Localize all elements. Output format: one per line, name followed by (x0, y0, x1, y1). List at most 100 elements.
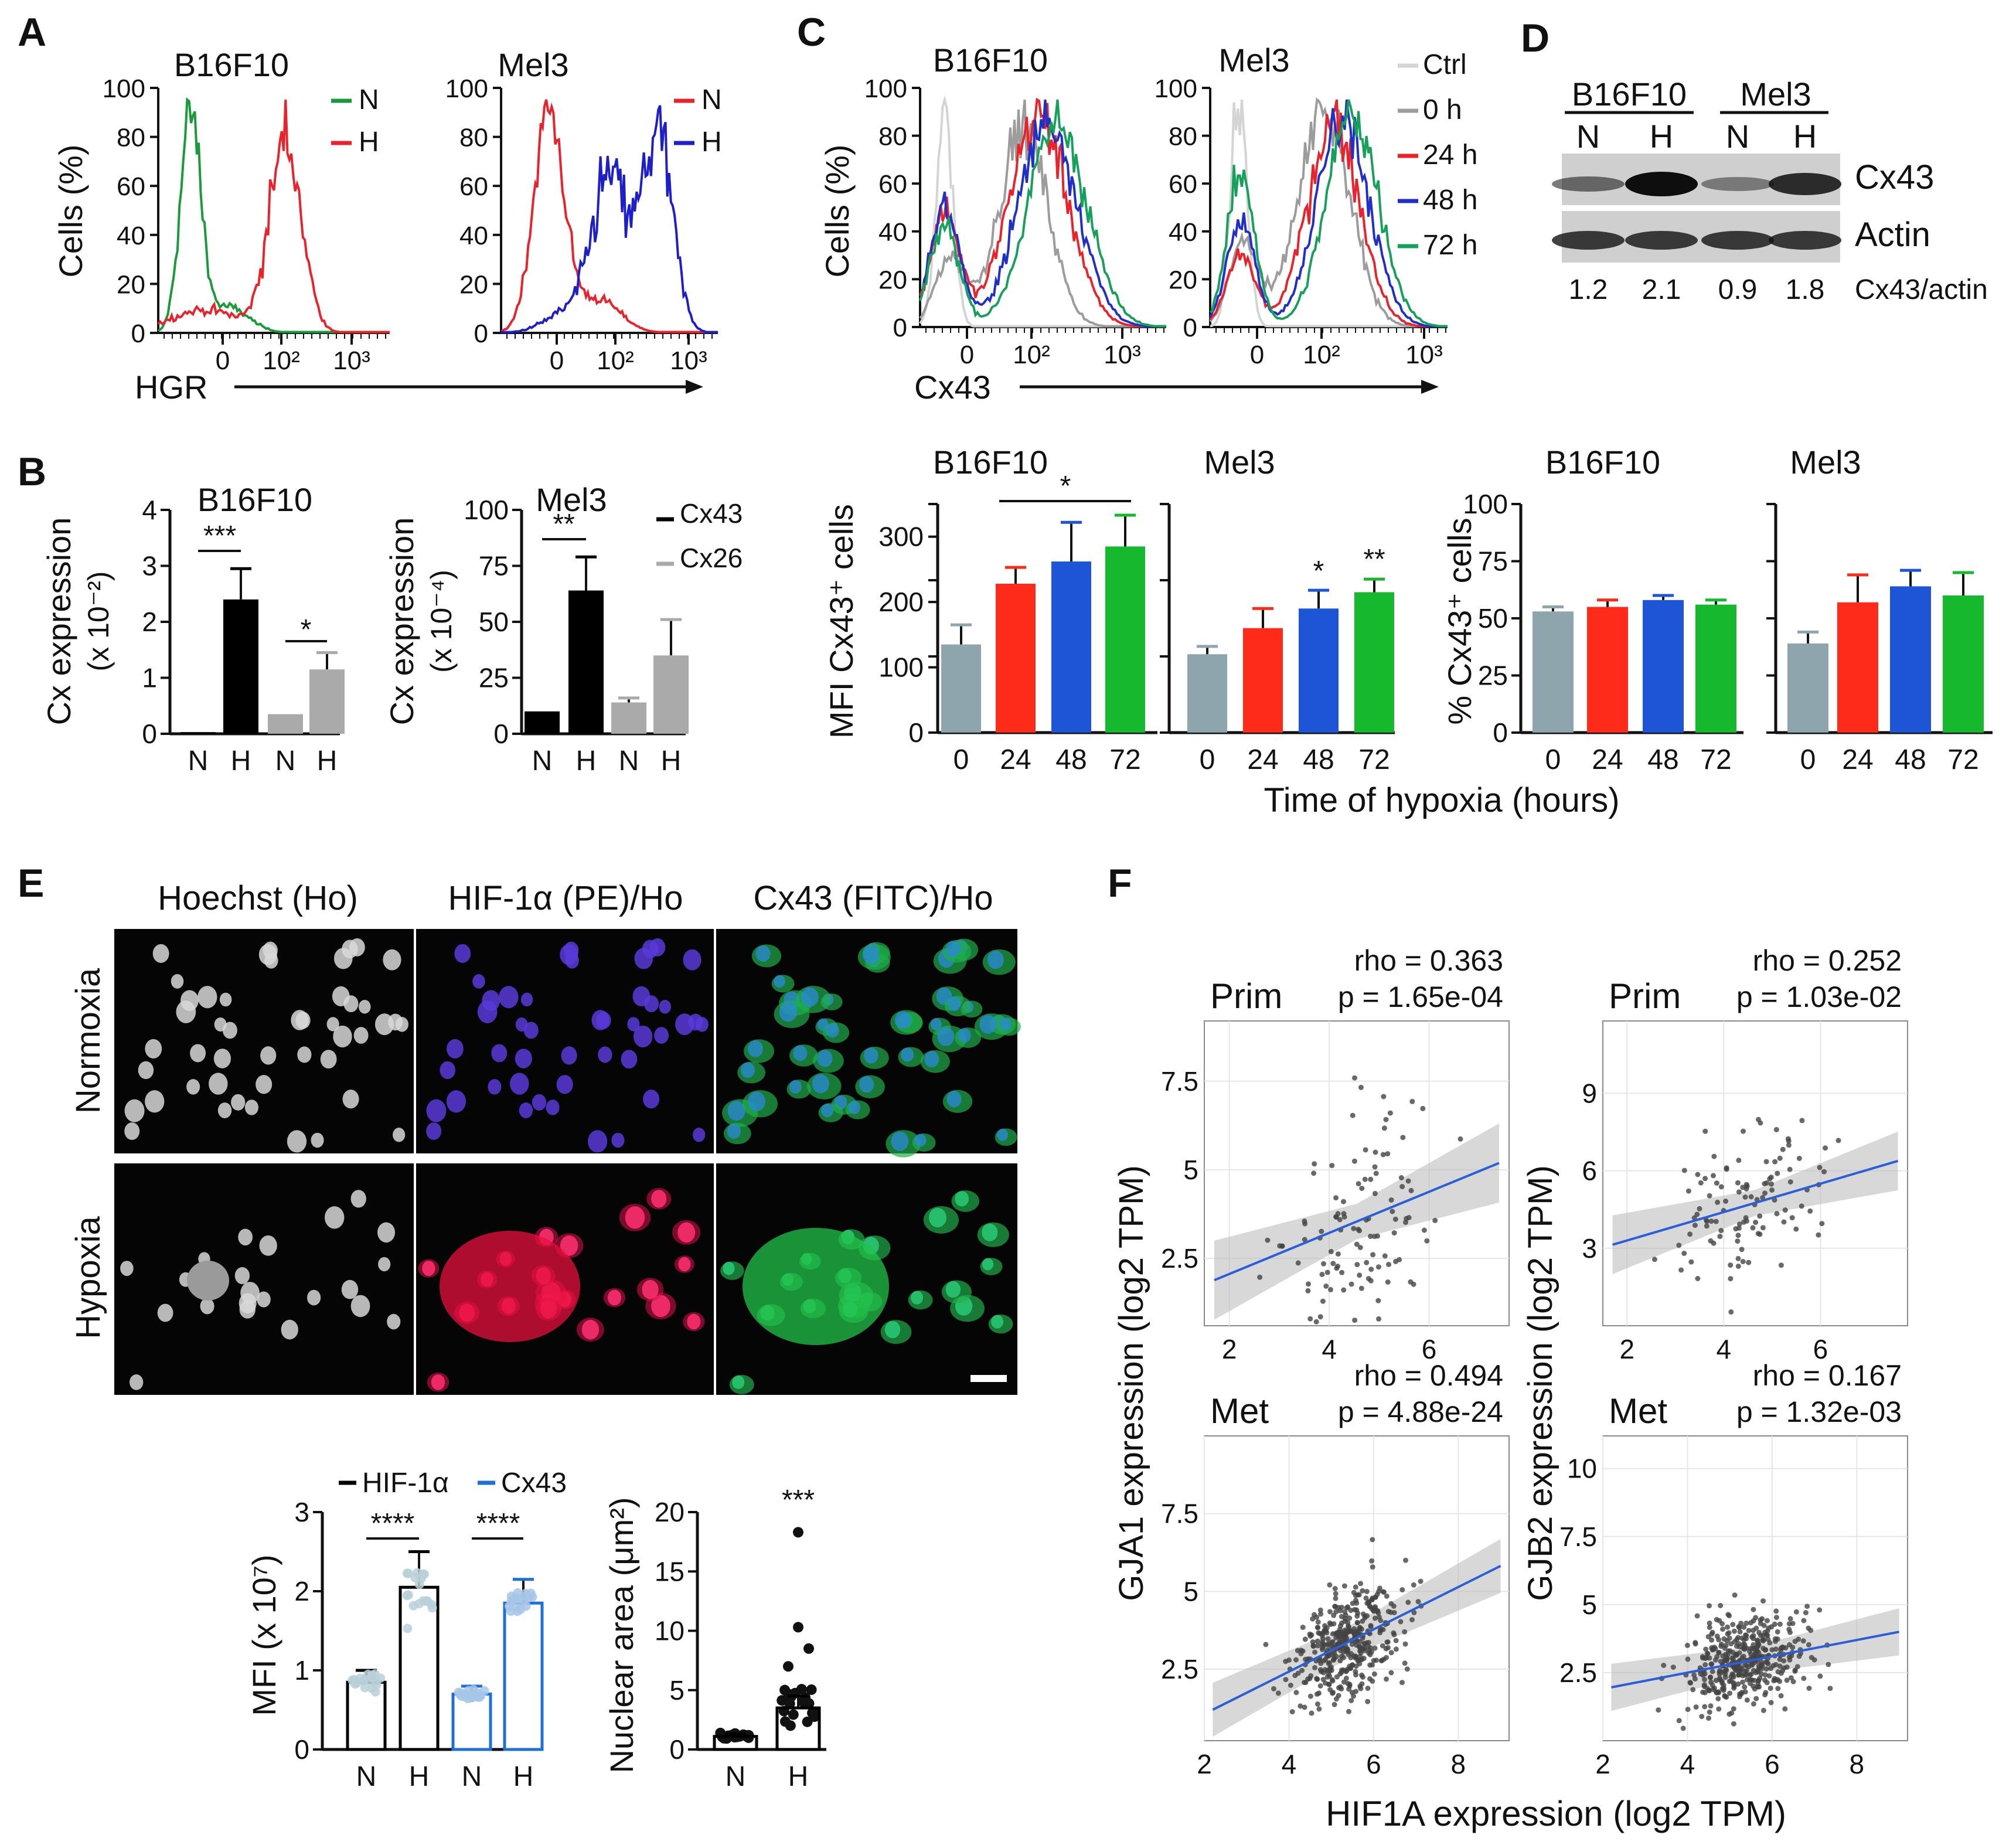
scatter-point (1725, 1624, 1731, 1630)
panel-name: Prim (1609, 976, 1681, 1016)
data-point (403, 1623, 413, 1633)
nucleus (654, 1027, 669, 1044)
nucleus (523, 1022, 539, 1039)
x-tick-label: 0 (1250, 341, 1264, 369)
y-tick-label: 5 (1183, 1155, 1198, 1185)
panel-C-mfi-b16: 0 24 48 72 (928, 503, 1157, 775)
y-tick-label: 0 (294, 1734, 309, 1765)
scatter-point (1424, 1238, 1430, 1244)
x-tick-label: H (231, 746, 251, 777)
scatter-point (1283, 1659, 1289, 1664)
scatter-point (1265, 1237, 1271, 1243)
scatter-point (1792, 1639, 1798, 1645)
nucleus (675, 1013, 694, 1036)
nucleus (607, 1289, 622, 1306)
panel-C-left-axes: 0 20 40 60 80 100 0 10² 10³ (864, 74, 1166, 369)
scatter-point (1341, 1583, 1347, 1589)
data-point (779, 1684, 791, 1696)
data-point (476, 1691, 486, 1701)
y-tick-label: 100 (864, 74, 907, 103)
scatter-point (1368, 1267, 1374, 1272)
nucleus (333, 1025, 352, 1048)
x-tick-label: N (619, 746, 639, 777)
y-tick-label: 1 (142, 663, 157, 693)
scatter-point (1712, 1657, 1718, 1663)
x-tick-label: 8 (1850, 1749, 1865, 1779)
scatter-point (1302, 1636, 1308, 1642)
scatter-point (1370, 1564, 1375, 1570)
y-tick-label: 50 (1478, 603, 1508, 634)
scatter-point (1323, 1284, 1329, 1289)
scatter-point (1327, 1609, 1333, 1615)
nucleus (238, 1228, 253, 1246)
nucleus (454, 944, 471, 963)
scatter-point (1364, 1589, 1370, 1594)
nucleus (326, 1017, 339, 1032)
scatter-point (1709, 1629, 1715, 1635)
scatter-point (1711, 1687, 1717, 1693)
bar-2 (611, 702, 646, 734)
scatter-point (1408, 1279, 1414, 1285)
y-tick-label: 10 (655, 1616, 685, 1646)
data-point (457, 1691, 466, 1701)
scatter-point (1707, 1625, 1712, 1630)
y-tick-label: 200 (878, 587, 924, 617)
scatter-point (1762, 1672, 1768, 1678)
y-tick-label: 0 (1183, 314, 1197, 342)
scatter-point (1351, 1226, 1357, 1231)
scatter-point (1826, 1662, 1831, 1667)
panel-C-left-curve-3 (919, 99, 1166, 328)
mfi-b16-title: B16F10 (933, 444, 1048, 481)
image-hypoxia-2 (716, 1163, 1017, 1395)
nucleus (152, 944, 169, 963)
scatter-point (1320, 1645, 1325, 1650)
scatter-point (1742, 1194, 1748, 1200)
scatter-point (1381, 1125, 1387, 1131)
nucleus (911, 1291, 924, 1305)
nucleus (120, 1261, 134, 1276)
scatter-point (1332, 1604, 1338, 1609)
nucleus (633, 1025, 653, 1048)
image-normoxia-1 (416, 929, 714, 1153)
nucleus (997, 1128, 1009, 1141)
y-tick-label: 0 (474, 319, 488, 348)
scatter-point (1773, 1615, 1779, 1621)
panel-name: Met (1210, 1391, 1269, 1431)
x-tick-label: 72 (1109, 744, 1140, 775)
scatter-point (1388, 1670, 1394, 1676)
bar-1 (568, 590, 604, 734)
nucleus (291, 1010, 309, 1030)
bar-0 (1533, 611, 1574, 733)
y-tick-label: 0 (1493, 717, 1508, 748)
y-tick-label: 3 (142, 551, 157, 581)
scatter-point (1398, 1175, 1404, 1180)
scatter-point (1319, 1228, 1324, 1234)
scatter-point (1357, 1272, 1363, 1278)
nucleus (723, 1261, 735, 1275)
scatter-point (1717, 1234, 1723, 1240)
scatter-point (1330, 1261, 1336, 1267)
scatter-point (1354, 1241, 1360, 1247)
scatter-point (1316, 1690, 1322, 1696)
x-tick-label: 10³ (670, 346, 707, 375)
nucleus (556, 1075, 573, 1094)
scatter-point (1780, 1146, 1786, 1152)
scatter-point (1306, 1281, 1311, 1287)
scatter-point (1302, 1680, 1307, 1686)
y-tick-label: 15 (655, 1556, 685, 1587)
scatter-point (1752, 1677, 1758, 1683)
x-tick-label: 6 (1765, 1749, 1780, 1779)
scatter-point (1751, 1606, 1756, 1612)
x-tick-label: 24 (1842, 744, 1873, 775)
scatter-point (1722, 1652, 1728, 1657)
scatter-point (1722, 1645, 1728, 1651)
scatter-point (1363, 1147, 1368, 1153)
nucleus (222, 1022, 237, 1039)
scatter-point (1821, 1169, 1827, 1175)
data-point (360, 1683, 370, 1693)
regression-line (1611, 1630, 1899, 1689)
scatter-point (1721, 1658, 1727, 1664)
scatter-point (1787, 1616, 1793, 1622)
